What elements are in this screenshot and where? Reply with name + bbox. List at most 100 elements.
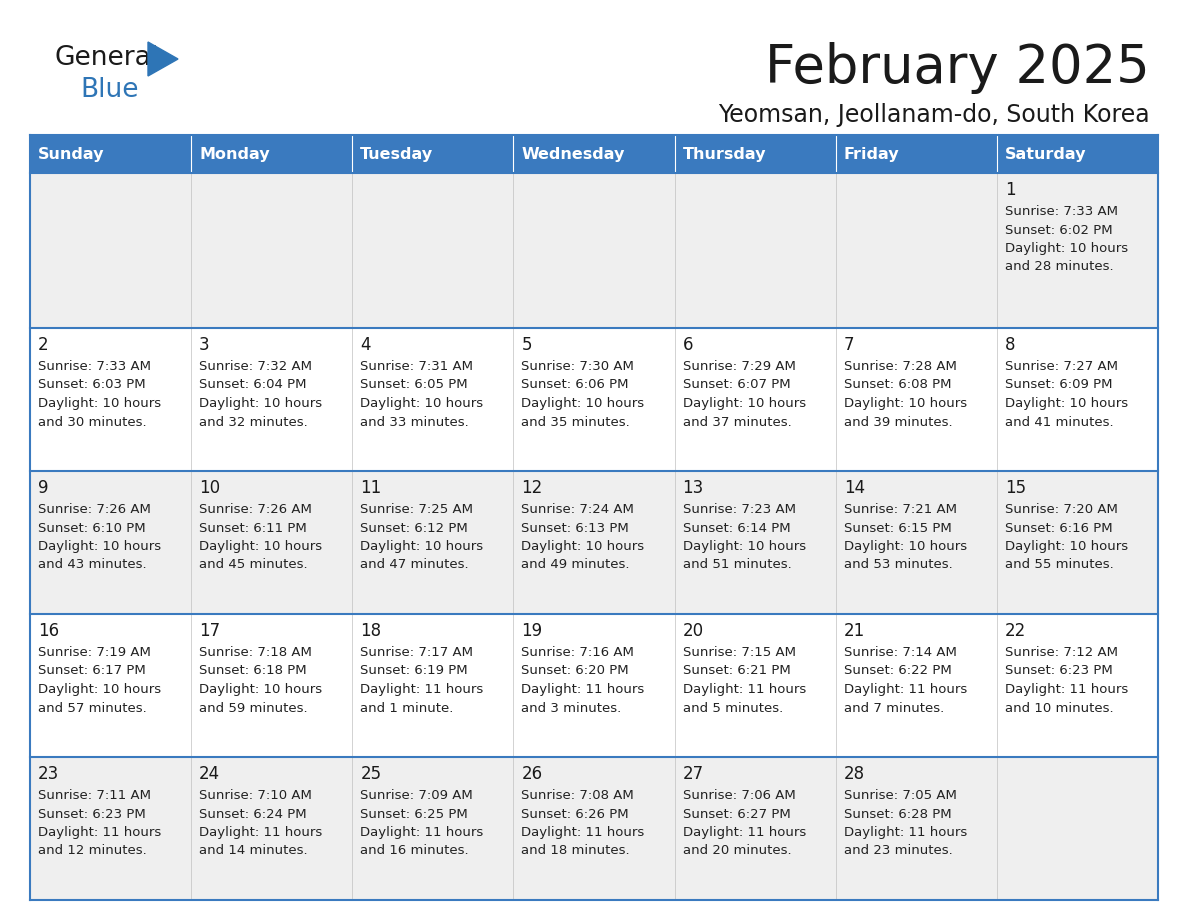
Text: Sunrise: 7:17 AM: Sunrise: 7:17 AM <box>360 646 473 659</box>
Text: and 10 minutes.: and 10 minutes. <box>1005 701 1113 714</box>
Text: Daylight: 10 hours: Daylight: 10 hours <box>683 397 805 410</box>
Text: Daylight: 10 hours: Daylight: 10 hours <box>522 397 645 410</box>
Text: Daylight: 10 hours: Daylight: 10 hours <box>38 540 162 553</box>
Text: Daylight: 11 hours: Daylight: 11 hours <box>843 826 967 839</box>
Text: and 39 minutes.: and 39 minutes. <box>843 416 953 429</box>
Text: Sunrise: 7:33 AM: Sunrise: 7:33 AM <box>38 360 151 373</box>
Text: 4: 4 <box>360 336 371 354</box>
Text: Sunset: 6:02 PM: Sunset: 6:02 PM <box>1005 223 1112 237</box>
Text: Sunset: 6:04 PM: Sunset: 6:04 PM <box>200 378 307 391</box>
Text: and 18 minutes.: and 18 minutes. <box>522 845 630 857</box>
Text: General: General <box>55 45 159 71</box>
Text: Sunrise: 7:18 AM: Sunrise: 7:18 AM <box>200 646 312 659</box>
Text: February 2025: February 2025 <box>765 42 1150 94</box>
Text: Sunset: 6:14 PM: Sunset: 6:14 PM <box>683 521 790 534</box>
Text: Yeomsan, Jeollanam-do, South Korea: Yeomsan, Jeollanam-do, South Korea <box>719 103 1150 127</box>
Text: Sunrise: 7:30 AM: Sunrise: 7:30 AM <box>522 360 634 373</box>
Bar <box>30 173 1158 328</box>
Text: Sunset: 6:27 PM: Sunset: 6:27 PM <box>683 808 790 821</box>
Text: 3: 3 <box>200 336 210 354</box>
Text: and 51 minutes.: and 51 minutes. <box>683 558 791 572</box>
Text: Sunrise: 7:31 AM: Sunrise: 7:31 AM <box>360 360 473 373</box>
Text: and 12 minutes.: and 12 minutes. <box>38 845 147 857</box>
Bar <box>353 135 513 173</box>
Text: Sunrise: 7:33 AM: Sunrise: 7:33 AM <box>1005 205 1118 218</box>
Text: Sunrise: 7:14 AM: Sunrise: 7:14 AM <box>843 646 956 659</box>
Text: and 41 minutes.: and 41 minutes. <box>1005 416 1113 429</box>
Text: Sunset: 6:28 PM: Sunset: 6:28 PM <box>843 808 952 821</box>
Text: Daylight: 10 hours: Daylight: 10 hours <box>38 683 162 696</box>
Text: 17: 17 <box>200 622 220 640</box>
Text: 16: 16 <box>38 622 59 640</box>
Text: Sunset: 6:22 PM: Sunset: 6:22 PM <box>843 665 952 677</box>
Text: and 30 minutes.: and 30 minutes. <box>38 416 146 429</box>
Text: and 43 minutes.: and 43 minutes. <box>38 558 146 572</box>
Bar <box>30 328 1158 471</box>
Text: Sunset: 6:17 PM: Sunset: 6:17 PM <box>38 665 146 677</box>
Text: and 20 minutes.: and 20 minutes. <box>683 845 791 857</box>
Text: Sunset: 6:11 PM: Sunset: 6:11 PM <box>200 521 307 534</box>
Text: and 16 minutes.: and 16 minutes. <box>360 845 469 857</box>
Text: Sunset: 6:23 PM: Sunset: 6:23 PM <box>38 808 146 821</box>
Bar <box>997 135 1158 173</box>
Text: Sunrise: 7:24 AM: Sunrise: 7:24 AM <box>522 503 634 516</box>
Text: and 32 minutes.: and 32 minutes. <box>200 416 308 429</box>
Text: Sunrise: 7:05 AM: Sunrise: 7:05 AM <box>843 789 956 802</box>
Text: 8: 8 <box>1005 336 1016 354</box>
Bar <box>675 135 835 173</box>
Text: Sunset: 6:26 PM: Sunset: 6:26 PM <box>522 808 630 821</box>
Text: Sunset: 6:19 PM: Sunset: 6:19 PM <box>360 665 468 677</box>
Text: Daylight: 11 hours: Daylight: 11 hours <box>683 683 805 696</box>
Text: 7: 7 <box>843 336 854 354</box>
Text: Blue: Blue <box>80 77 139 103</box>
Text: Daylight: 10 hours: Daylight: 10 hours <box>1005 397 1127 410</box>
Text: and 47 minutes.: and 47 minutes. <box>360 558 469 572</box>
Text: Sunrise: 7:32 AM: Sunrise: 7:32 AM <box>200 360 312 373</box>
Text: 23: 23 <box>38 765 59 783</box>
Text: Sunset: 6:12 PM: Sunset: 6:12 PM <box>360 521 468 534</box>
Text: Sunrise: 7:10 AM: Sunrise: 7:10 AM <box>200 789 312 802</box>
Text: and 14 minutes.: and 14 minutes. <box>200 845 308 857</box>
Text: and 3 minutes.: and 3 minutes. <box>522 701 621 714</box>
Bar <box>191 135 353 173</box>
Text: and 53 minutes.: and 53 minutes. <box>843 558 953 572</box>
Text: 21: 21 <box>843 622 865 640</box>
Text: Daylight: 11 hours: Daylight: 11 hours <box>1005 683 1129 696</box>
Bar <box>513 135 675 173</box>
Text: and 45 minutes.: and 45 minutes. <box>200 558 308 572</box>
Text: Sunrise: 7:26 AM: Sunrise: 7:26 AM <box>38 503 151 516</box>
Text: Sunset: 6:10 PM: Sunset: 6:10 PM <box>38 521 146 534</box>
Text: Sunset: 6:25 PM: Sunset: 6:25 PM <box>360 808 468 821</box>
Polygon shape <box>148 42 178 76</box>
Text: Sunrise: 7:06 AM: Sunrise: 7:06 AM <box>683 789 795 802</box>
Text: 10: 10 <box>200 479 220 497</box>
Text: Sunrise: 7:11 AM: Sunrise: 7:11 AM <box>38 789 151 802</box>
Text: 22: 22 <box>1005 622 1026 640</box>
Text: Sunset: 6:18 PM: Sunset: 6:18 PM <box>200 665 307 677</box>
Text: 1: 1 <box>1005 181 1016 199</box>
Text: 26: 26 <box>522 765 543 783</box>
Text: and 5 minutes.: and 5 minutes. <box>683 701 783 714</box>
Text: Sunset: 6:16 PM: Sunset: 6:16 PM <box>1005 521 1112 534</box>
Bar <box>835 135 997 173</box>
Text: Sunday: Sunday <box>38 147 105 162</box>
Text: and 57 minutes.: and 57 minutes. <box>38 701 147 714</box>
Text: and 28 minutes.: and 28 minutes. <box>1005 261 1113 274</box>
Text: Daylight: 11 hours: Daylight: 11 hours <box>522 826 645 839</box>
Text: Sunset: 6:07 PM: Sunset: 6:07 PM <box>683 378 790 391</box>
Text: Sunrise: 7:26 AM: Sunrise: 7:26 AM <box>200 503 312 516</box>
Text: Daylight: 10 hours: Daylight: 10 hours <box>683 540 805 553</box>
Text: Sunrise: 7:27 AM: Sunrise: 7:27 AM <box>1005 360 1118 373</box>
Text: Daylight: 10 hours: Daylight: 10 hours <box>843 397 967 410</box>
Text: Daylight: 10 hours: Daylight: 10 hours <box>1005 540 1127 553</box>
Text: and 55 minutes.: and 55 minutes. <box>1005 558 1113 572</box>
Text: Sunrise: 7:12 AM: Sunrise: 7:12 AM <box>1005 646 1118 659</box>
Text: Sunrise: 7:23 AM: Sunrise: 7:23 AM <box>683 503 796 516</box>
Text: 28: 28 <box>843 765 865 783</box>
Text: Daylight: 10 hours: Daylight: 10 hours <box>522 540 645 553</box>
Text: Sunrise: 7:29 AM: Sunrise: 7:29 AM <box>683 360 796 373</box>
Text: Sunset: 6:03 PM: Sunset: 6:03 PM <box>38 378 146 391</box>
Text: and 49 minutes.: and 49 minutes. <box>522 558 630 572</box>
Bar <box>30 135 191 173</box>
Bar <box>30 757 1158 900</box>
